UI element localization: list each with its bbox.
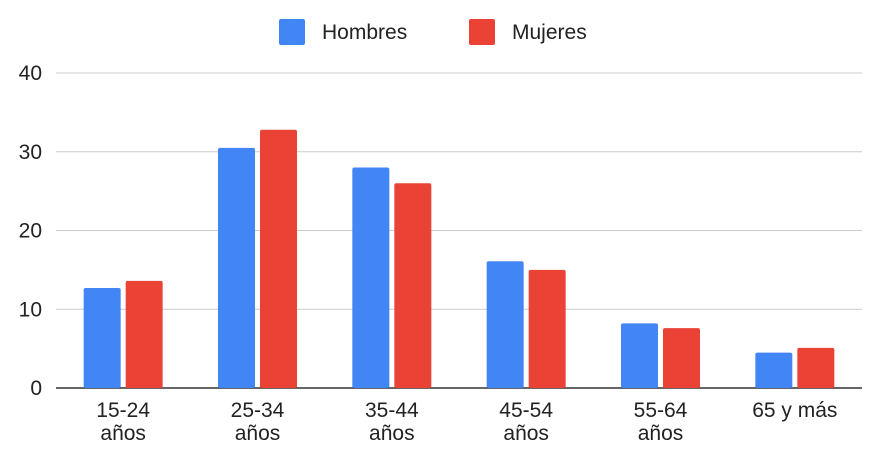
legend: Hombres Mujeres xyxy=(279,19,587,45)
x-tick-label-line: 55-64 xyxy=(634,399,688,422)
x-tick-label-line: 35-44 xyxy=(365,399,419,422)
y-tick-label: 0 xyxy=(30,377,42,400)
bar-mujeres-1 xyxy=(260,129,297,388)
x-tick-label-line: 25-34 xyxy=(231,399,285,422)
x-tick-label: 65 y más xyxy=(752,399,837,422)
x-tick-label: 55-64 años xyxy=(634,399,688,445)
bar-mujeres-3 xyxy=(528,269,566,388)
bar-mujeres-0 xyxy=(125,280,163,388)
legend-label-mujeres: Mujeres xyxy=(512,21,587,44)
bar-mujeres-2 xyxy=(394,183,432,388)
y-axis-tick-labels: 0 10 20 30 40 xyxy=(19,62,42,400)
x-tick-label: 35-44 años xyxy=(365,399,419,445)
x-tick-label-line: años xyxy=(100,422,146,445)
bar-hombres-5 xyxy=(755,352,793,388)
x-tick-label-line: años xyxy=(369,422,415,445)
y-tick-label: 40 xyxy=(19,62,42,85)
y-tick-label: 30 xyxy=(19,141,42,164)
x-tick-label-line: 15-24 xyxy=(96,399,150,422)
y-tick-label: 10 xyxy=(19,298,42,321)
legend-swatch-hombres xyxy=(279,19,305,45)
x-tick-label: 25-34 años xyxy=(231,399,285,445)
y-tick-label: 20 xyxy=(19,220,42,243)
bar-mujeres-4 xyxy=(663,328,700,388)
legend-swatch-mujeres xyxy=(469,19,495,45)
x-tick-label-line: 45-54 xyxy=(499,399,553,422)
x-tick-label-line: 65 y más xyxy=(752,399,837,422)
x-tick-label-line: años xyxy=(638,422,684,445)
bar-hombres-3 xyxy=(486,261,524,388)
bar-mujeres-5 xyxy=(797,347,835,388)
legend-label-hombres: Hombres xyxy=(322,21,407,44)
x-tick-label-line: años xyxy=(235,422,281,445)
bar-hombres-4 xyxy=(621,323,658,388)
x-tick-label: 15-24 años xyxy=(96,399,150,445)
x-tick-label: 45-54 años xyxy=(499,399,553,445)
bar-hombres-1 xyxy=(218,147,255,388)
bars xyxy=(83,129,835,388)
gridlines xyxy=(56,72,862,389)
x-tick-label-line: años xyxy=(503,422,549,445)
bar-hombres-2 xyxy=(352,167,390,388)
bar-hombres-0 xyxy=(83,287,121,388)
